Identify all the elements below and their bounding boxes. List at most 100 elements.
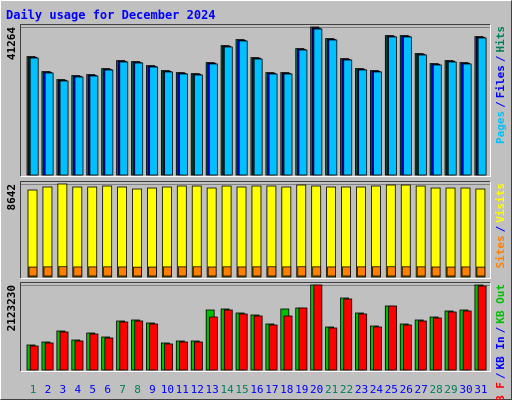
bar <box>149 66 159 176</box>
bar <box>267 266 277 277</box>
panel-bevel-dark <box>20 24 491 177</box>
bar <box>283 73 293 176</box>
bar <box>207 266 217 277</box>
x-tick-label: 9 <box>149 383 156 396</box>
x-tick-label: 1 <box>30 383 37 396</box>
x-tick-label: 29 <box>444 383 457 396</box>
panel-bevel-light <box>20 181 491 279</box>
bar <box>59 80 69 176</box>
bar <box>386 266 396 277</box>
chart-title: Daily usage for December 2024 <box>6 8 216 22</box>
panel-bevel-dark <box>20 282 491 372</box>
x-tick-label: 13 <box>206 383 219 396</box>
x-tick-label: 4 <box>74 383 81 396</box>
x-tick-label: 21 <box>325 383 338 396</box>
bar <box>298 49 308 176</box>
x-tick-label: 26 <box>400 383 413 396</box>
bar <box>117 186 127 278</box>
bar <box>89 75 99 176</box>
bar <box>103 266 113 277</box>
bar <box>432 317 442 371</box>
y-tick-label: 41264 <box>5 27 18 60</box>
bar <box>57 183 68 278</box>
x-tick-label: 16 <box>250 383 263 396</box>
bar <box>43 266 53 277</box>
bar <box>134 62 144 176</box>
bar <box>356 186 366 278</box>
x-tick-label: 20 <box>310 383 323 396</box>
bar <box>29 345 39 371</box>
bar <box>446 266 456 277</box>
bar <box>373 71 382 176</box>
bar <box>88 266 98 277</box>
x-tick-label: 8 <box>134 383 141 396</box>
bar <box>358 313 368 371</box>
bar <box>238 313 248 371</box>
panel-bevel-light <box>20 282 491 372</box>
bar <box>416 266 426 277</box>
bar <box>74 340 84 371</box>
bar <box>194 74 203 176</box>
panel-bevel-dark <box>20 181 491 279</box>
bar <box>223 309 233 371</box>
bar <box>461 266 471 277</box>
legend-entry: Visits <box>494 183 507 223</box>
legend: KB F / KB In / KB Out <box>494 284 507 400</box>
bar <box>430 187 441 278</box>
legend-entry: Files <box>494 65 507 98</box>
bar <box>161 186 172 278</box>
x-tick-label: 3 <box>60 383 67 396</box>
bar <box>194 341 203 371</box>
bar <box>177 266 187 277</box>
bar <box>343 298 353 371</box>
bar <box>462 310 472 371</box>
bar <box>298 307 308 371</box>
bar <box>59 331 69 371</box>
x-tick-label: 2 <box>45 383 52 396</box>
legend-separator: / <box>494 55 507 62</box>
legend-entry: KB In <box>494 336 507 369</box>
bar <box>447 61 457 176</box>
bar <box>221 185 232 278</box>
bar <box>417 54 427 176</box>
x-tick-label: 6 <box>104 383 111 396</box>
x-tick-label: 19 <box>295 383 308 396</box>
bar <box>297 266 307 277</box>
bar <box>385 184 396 278</box>
bar <box>119 61 129 176</box>
bar <box>192 266 202 277</box>
y-tick-label: 8642 <box>5 184 18 211</box>
bar <box>164 343 173 371</box>
x-tick-label: 30 <box>459 383 472 396</box>
legend-entry: Sites <box>494 235 507 268</box>
bar <box>58 266 68 277</box>
bar <box>42 186 53 278</box>
x-tick-label: 15 <box>235 383 248 396</box>
bar <box>253 315 263 371</box>
x-tick-label: 23 <box>355 383 368 396</box>
bar <box>73 266 83 277</box>
x-tick-label: 14 <box>220 383 234 396</box>
bar <box>149 323 159 371</box>
bar <box>164 71 173 176</box>
bar <box>370 185 381 278</box>
bar <box>118 266 127 277</box>
bar <box>119 321 129 371</box>
bar <box>311 185 322 278</box>
bar <box>343 59 353 176</box>
x-tick-label: 27 <box>415 383 428 396</box>
x-tick-label: 22 <box>340 383 353 396</box>
bar <box>133 266 142 277</box>
x-tick-label: 10 <box>161 383 174 396</box>
bar <box>477 285 487 371</box>
bar <box>179 73 188 176</box>
bar <box>462 63 472 176</box>
bar <box>447 311 457 371</box>
bar <box>251 185 262 278</box>
bar <box>104 337 114 371</box>
bar <box>460 187 471 278</box>
bar <box>74 76 84 176</box>
bar <box>252 266 262 277</box>
